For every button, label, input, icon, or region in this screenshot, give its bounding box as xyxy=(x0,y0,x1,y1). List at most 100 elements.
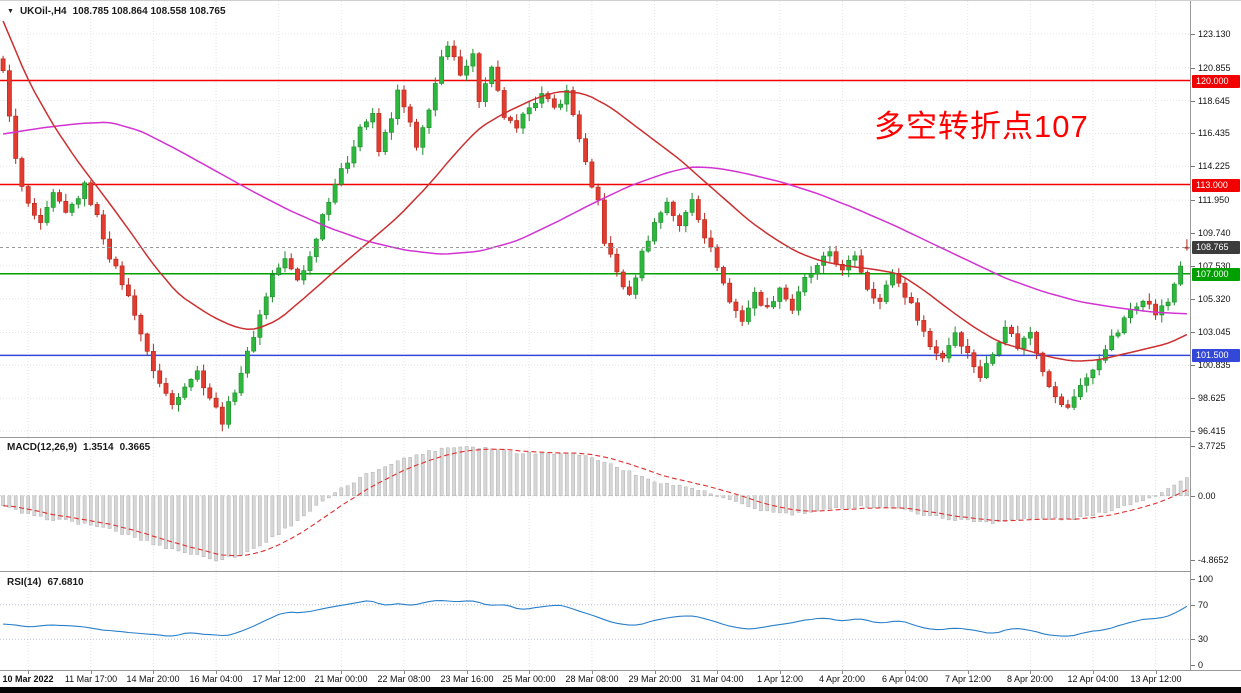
time-axis-label: 23 Mar 16:00 xyxy=(440,674,494,684)
axis-tick-mark xyxy=(1191,431,1195,432)
axis-tick-label: 100 xyxy=(1198,574,1214,584)
axis-tick-label: 98.625 xyxy=(1198,393,1226,403)
time-axis-label: 10 Mar 2022 xyxy=(2,674,54,684)
time-tick-mark xyxy=(780,671,781,674)
axis-tick-mark xyxy=(1191,665,1195,666)
chart-ohlc-header: ▼ UKOil-,H4 108.785 108.864 108.558 108.… xyxy=(7,6,226,17)
time-axis-label: 28 Mar 08:00 xyxy=(565,674,619,684)
time-tick-mark xyxy=(717,671,718,674)
axis-tick-mark xyxy=(1191,133,1195,134)
axis-tick-label: 116.435 xyxy=(1198,128,1230,138)
time-axis-label: 11 Mar 17:00 xyxy=(64,674,118,684)
macd-chart[interactable] xyxy=(0,438,1190,571)
time-axis-label: 1 Apr 12:00 xyxy=(756,674,804,684)
axis-tick-label: 107.530 xyxy=(1198,261,1231,271)
time-tick-mark xyxy=(28,671,29,674)
time-axis-label: 14 Mar 20:00 xyxy=(126,674,180,684)
axis-tick-mark xyxy=(1191,398,1195,399)
axis-tick-mark xyxy=(1191,365,1195,366)
ohlc-values: 108.785 108.864 108.558 108.765 xyxy=(72,6,226,17)
main-chart-panel[interactable]: ▼ UKOil-,H4 108.785 108.864 108.558 108.… xyxy=(0,1,1190,437)
time-tick-mark xyxy=(905,671,906,674)
rsi-label: RSI(14) 67.6810 xyxy=(7,577,90,588)
axis-tick-label: 123.130 xyxy=(1198,29,1231,39)
time-axis-label: 21 Mar 00:00 xyxy=(314,674,368,684)
time-tick-mark xyxy=(341,671,342,674)
axis-tick-label: 103.045 xyxy=(1198,327,1231,337)
price-level-tag: 120.000 xyxy=(1192,75,1240,88)
axis-tick-mark xyxy=(1191,605,1195,606)
axis-tick-label: 111.950 xyxy=(1198,195,1230,205)
time-axis-label: 29 Mar 20:00 xyxy=(628,674,682,684)
axis-tick-label: 114.225 xyxy=(1198,161,1230,171)
chevron-down-icon[interactable]: ▼ xyxy=(7,7,14,15)
time-tick-mark xyxy=(529,671,530,674)
rsi-chart[interactable] xyxy=(0,573,1190,670)
time-axis-label: 4 Apr 20:00 xyxy=(818,674,866,684)
time-tick-mark xyxy=(655,671,656,674)
macd-value-main: 1.3514 xyxy=(83,442,114,453)
time-tick-mark xyxy=(91,671,92,674)
window-bottom-bar xyxy=(0,687,1241,693)
axis-tick-mark xyxy=(1191,200,1195,201)
time-axis-label: 25 Mar 00:00 xyxy=(502,674,556,684)
rsi-value: 67.6810 xyxy=(47,577,84,588)
price-level-tag: 101.500 xyxy=(1192,349,1240,362)
axis-tick-mark xyxy=(1191,101,1195,102)
axis-tick-mark xyxy=(1191,496,1195,497)
time-axis-label: 8 Apr 20:00 xyxy=(1006,674,1054,684)
price-level-tag: 113.000 xyxy=(1192,179,1240,192)
axis-tick-mark xyxy=(1191,68,1195,69)
time-axis-label: 13 Apr 12:00 xyxy=(1130,674,1182,684)
time-axis: 10 Mar 2022 11 Mar 17:00 14 Mar 20:00 16 Ma… xyxy=(0,671,1241,687)
axis-tick-label: 30 xyxy=(1198,634,1209,644)
axis-tick-label: 105.320 xyxy=(1198,294,1231,304)
chart-annotation-text: 多空转折点107 xyxy=(874,109,1089,144)
rsi-name: RSI(14) xyxy=(7,577,42,588)
axis-tick-label: 118.645 xyxy=(1198,96,1230,106)
time-tick-mark xyxy=(592,671,593,674)
panel-separator[interactable] xyxy=(0,571,1241,572)
macd-name: MACD(12,26,9) xyxy=(7,442,78,453)
panel-separator xyxy=(0,670,1241,671)
time-tick-mark xyxy=(1030,671,1031,674)
symbol-label: UKOil-,H4 xyxy=(19,6,67,17)
time-axis-label: 17 Mar 12:00 xyxy=(252,674,306,684)
axis-tick-mark xyxy=(1191,233,1195,234)
axis-tick-label: 3.7725 xyxy=(1198,441,1226,451)
price-level-tag: 108.765 xyxy=(1192,241,1240,254)
time-axis-label: 16 Mar 04:00 xyxy=(189,674,243,684)
axis-tick-mark xyxy=(1191,299,1195,300)
axis-tick-label: 0 xyxy=(1198,660,1204,670)
macd-value-signal: 0.3665 xyxy=(119,442,151,453)
axis-tick-label: 96.415 xyxy=(1198,426,1226,436)
time-tick-mark xyxy=(1156,671,1157,674)
axis-tick-label: 100.835 xyxy=(1198,360,1231,370)
panel-separator[interactable] xyxy=(0,437,1241,438)
macd-indicator-panel[interactable]: MACD(12,26,9) 1.3514 0.3665 xyxy=(0,438,1190,571)
time-axis-label: 22 Mar 08:00 xyxy=(377,674,431,684)
candlestick-chart[interactable] xyxy=(0,1,1190,437)
rsi-indicator-panel[interactable]: RSI(14) 67.6810 xyxy=(0,573,1190,670)
time-tick-mark xyxy=(153,671,154,674)
axis-tick-mark xyxy=(1191,446,1195,447)
time-axis-label: 6 Apr 04:00 xyxy=(881,674,929,684)
axis-tick-mark xyxy=(1191,332,1195,333)
time-axis-label: 7 Apr 12:00 xyxy=(944,674,992,684)
price-level-tag: 107.000 xyxy=(1192,268,1240,281)
macd-label: MACD(12,26,9) 1.3514 0.3665 xyxy=(7,442,156,453)
time-tick-mark xyxy=(842,671,843,674)
axis-tick-mark xyxy=(1191,266,1195,267)
time-tick-mark xyxy=(279,671,280,674)
axis-tick-label: 0.00 xyxy=(1198,491,1216,501)
price-axis-border xyxy=(1190,1,1191,670)
axis-tick-label: -4.8652 xyxy=(1198,555,1229,565)
time-axis-label: 12 Apr 04:00 xyxy=(1067,674,1119,684)
axis-tick-mark xyxy=(1191,579,1195,580)
axis-tick-mark xyxy=(1191,560,1195,561)
axis-tick-label: 70 xyxy=(1198,600,1209,610)
time-tick-mark xyxy=(1093,671,1094,674)
time-tick-mark xyxy=(968,671,969,674)
time-tick-mark xyxy=(467,671,468,674)
